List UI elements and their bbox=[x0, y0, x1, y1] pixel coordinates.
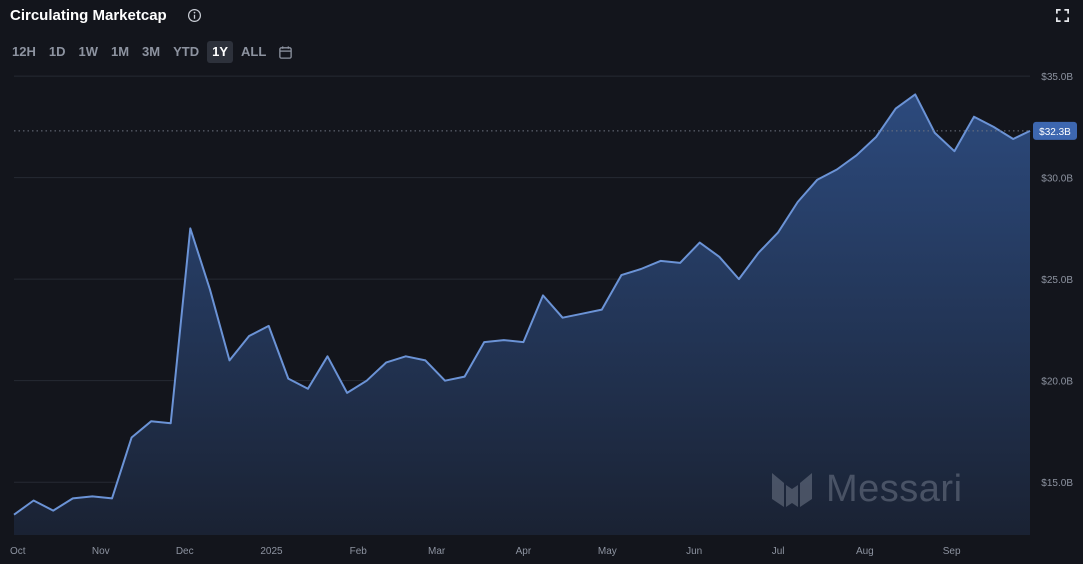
range-all-button[interactable]: ALL bbox=[241, 44, 267, 59]
messari-logo-icon bbox=[772, 473, 812, 507]
y-axis-ticks: $15.0B $20.0B $25.0B $30.0B $35.0B bbox=[1041, 72, 1073, 489]
x-axis-ticks: Oct Nov Dec 2025 Feb Mar Apr May Jun Jul Aug Sep bbox=[10, 546, 961, 557]
area-fill-layer bbox=[13, 93, 1031, 536]
area-fill bbox=[14, 94, 1030, 536]
current-value-marker: $32.3B bbox=[14, 121, 1077, 140]
y-tick-label: $15.0B bbox=[1041, 478, 1073, 489]
range-12h-button[interactable]: 12H bbox=[12, 44, 36, 59]
range-ytd-button[interactable]: YTD bbox=[173, 44, 200, 59]
chart-title: Circulating Marketcap bbox=[10, 7, 167, 24]
x-tick-label: Sep bbox=[943, 546, 961, 557]
watermark-text: Messari bbox=[826, 467, 963, 510]
y-tick-label: $25.0B bbox=[1041, 275, 1073, 286]
range-1y-button[interactable]: 1Y bbox=[207, 41, 234, 63]
y-tick-label: $30.0B bbox=[1041, 174, 1073, 185]
x-tick-label: 2025 bbox=[260, 546, 283, 557]
time-range-selector: 12H 1D 1W 1M 3M YTD 1Y ALL bbox=[7, 40, 293, 64]
x-tick-label: Feb bbox=[350, 546, 368, 557]
y-tick-label: $35.0B bbox=[1041, 72, 1073, 83]
fullscreen-icon[interactable] bbox=[1055, 8, 1070, 23]
current-value-badge bbox=[1033, 121, 1077, 140]
x-tick-label: Nov bbox=[92, 546, 110, 557]
x-tick-label: Aug bbox=[856, 546, 874, 557]
x-tick-label: Jun bbox=[686, 546, 702, 557]
range-1d-button[interactable]: 1D bbox=[48, 44, 66, 59]
x-tick-label: Oct bbox=[10, 546, 26, 557]
x-tick-label: Jul bbox=[772, 546, 785, 557]
messari-watermark: Messari bbox=[770, 467, 963, 511]
y-tick-label: $20.0B bbox=[1041, 377, 1073, 388]
series-line bbox=[13, 93, 1031, 516]
chart-header: Circulating Marketcap bbox=[0, 0, 1083, 36]
calendar-icon[interactable] bbox=[278, 45, 293, 60]
current-value-label: $32.3B bbox=[1039, 127, 1071, 138]
x-tick-label: May bbox=[598, 546, 617, 557]
range-1m-button[interactable]: 1M bbox=[110, 44, 130, 59]
info-icon[interactable] bbox=[187, 8, 202, 23]
x-tick-label: Dec bbox=[176, 546, 194, 557]
range-1w-button[interactable]: 1W bbox=[78, 44, 98, 59]
range-3m-button[interactable]: 3M bbox=[142, 44, 161, 59]
x-tick-label: Mar bbox=[428, 546, 446, 557]
x-tick-label: Apr bbox=[516, 546, 532, 557]
